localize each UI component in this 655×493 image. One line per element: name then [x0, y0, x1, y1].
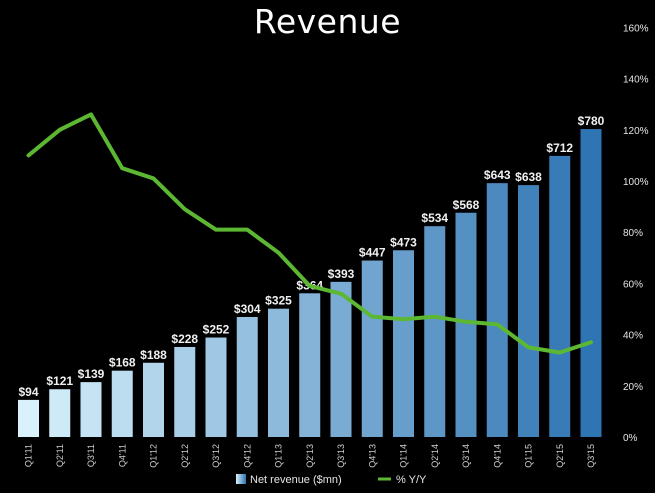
revenue-bar [205, 337, 227, 437]
revenue-bar [455, 212, 477, 437]
revenue-bar [299, 293, 321, 437]
x-tick-label: Q4'13 [367, 444, 377, 468]
x-tick-label: Q4'14 [492, 444, 502, 468]
bar-value-label: $534 [421, 211, 448, 225]
x-tick-label: Q3'13 [336, 444, 346, 468]
revenue-bar [80, 382, 102, 437]
x-tick-label: Q2'11 [55, 444, 65, 467]
x-tick-label: Q3'12 [211, 444, 221, 468]
bar-value-label: $304 [234, 302, 261, 316]
bar-value-label: $188 [140, 348, 167, 362]
x-tick-label: Q3'14 [461, 444, 471, 468]
x-tick-label: Q3'15 [586, 444, 596, 468]
y2-tick-label: 140% [623, 75, 649, 86]
bar-value-label: $568 [453, 198, 480, 212]
bar-value-label: $780 [578, 114, 605, 128]
legend-label-yoy: % Y/Y [396, 474, 427, 486]
x-tick-label: Q1'11 [24, 444, 34, 467]
revenue-bar [268, 308, 289, 437]
revenue-bar [393, 250, 414, 437]
bar-value-label: $325 [265, 294, 292, 308]
bar-value-label: $94 [18, 385, 38, 399]
bar-value-label: $252 [203, 323, 230, 337]
bar-value-label: $168 [109, 356, 136, 370]
revenue-bar [111, 370, 133, 437]
y2-tick-label: 120% [623, 126, 649, 137]
x-tick-label: Q1'13 [274, 444, 284, 468]
revenue-bar [330, 281, 352, 437]
yoy-line [26, 112, 593, 355]
x-tick-label: Q4'12 [242, 444, 252, 468]
revenue-bar [236, 316, 258, 437]
x-tick-label: Q2'13 [305, 444, 315, 468]
revenue-bar [424, 226, 446, 437]
x-tick-label: Q1'12 [149, 444, 159, 468]
y2-tick-label: 80% [623, 228, 643, 239]
legend-swatch-revenue [236, 474, 246, 484]
bar-value-label: $121 [46, 374, 73, 388]
bar-value-label: $638 [515, 170, 542, 184]
revenue-bar [580, 129, 602, 437]
bar-value-label: $393 [328, 267, 355, 281]
revenue-bar [361, 260, 383, 437]
revenue-bar [18, 399, 39, 437]
y2-tick-label: 60% [623, 279, 643, 290]
bar-value-label: $228 [171, 332, 198, 346]
x-tick-label: Q1'14 [399, 444, 409, 468]
y2-tick-label: 160% [623, 23, 649, 34]
legend-label-revenue: Net revenue ($mn) [250, 474, 342, 486]
revenue-bar [143, 362, 164, 437]
y2-tick-label: 100% [623, 177, 649, 188]
x-tick-label: Q2'15 [555, 444, 565, 468]
y2-tick-label: 0% [623, 433, 638, 444]
chart-title: Revenue [253, 2, 402, 41]
y2-tick-label: 40% [623, 331, 643, 342]
y2-tick-label: 20% [623, 382, 643, 393]
bar-value-label: $447 [359, 246, 386, 260]
x-tick-label: Q4'11 [117, 444, 127, 467]
x-tick-label: Q1'15 [524, 444, 534, 468]
x-tick-label: Q2'12 [180, 444, 190, 468]
revenue-bar [549, 155, 571, 437]
revenue-bar [518, 185, 539, 437]
bar-value-label: $473 [390, 235, 417, 249]
bar-value-label: $139 [78, 367, 105, 381]
x-tick-label: Q3'11 [86, 444, 96, 467]
bar-value-label: $712 [546, 141, 573, 155]
revenue-bar [174, 346, 196, 437]
revenue-bar [486, 183, 508, 437]
bar-value-label: $643 [484, 168, 511, 182]
x-tick-label: Q2'14 [430, 444, 440, 468]
revenue-bar [49, 389, 71, 437]
